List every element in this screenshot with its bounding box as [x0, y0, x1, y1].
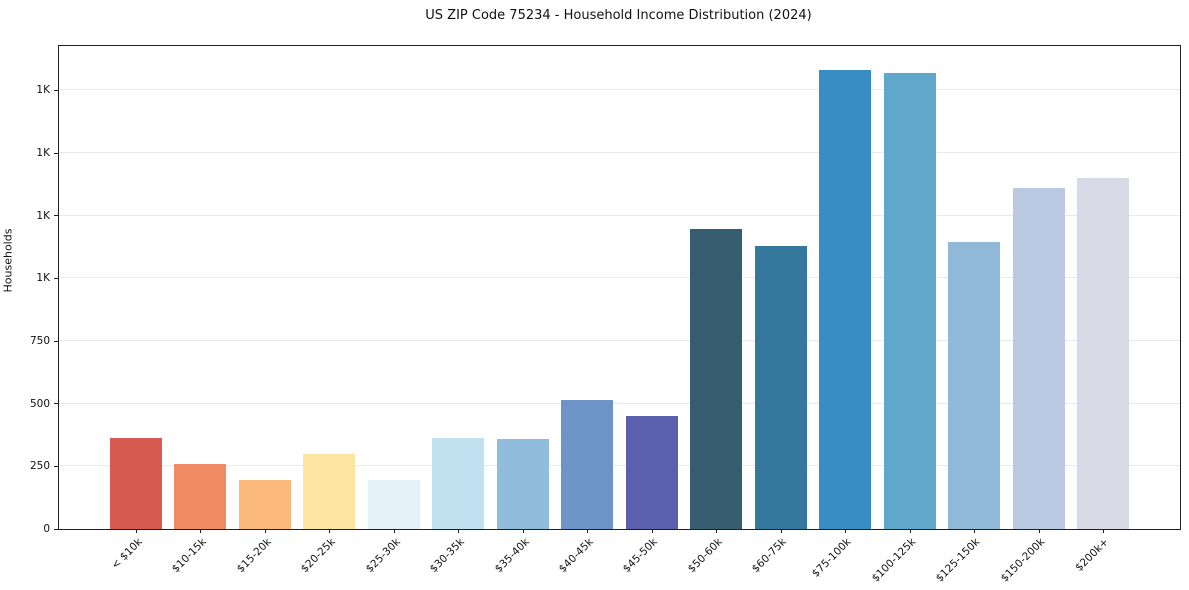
y-tick-mark — [54, 89, 58, 91]
y-axis-label: Households — [1, 228, 15, 293]
bar — [110, 437, 162, 529]
x-tick-mark — [651, 529, 653, 533]
x-tick-mark — [780, 529, 782, 533]
x-tick-label: $40-45k — [556, 536, 596, 576]
x-tick-label: $200k+ — [1073, 536, 1112, 574]
bar — [948, 242, 1001, 529]
gridline — [59, 152, 1180, 154]
x-tick-label: $10-15k — [169, 536, 209, 576]
bar — [690, 229, 743, 529]
bar — [883, 72, 936, 529]
y-tick-label: 0 — [43, 523, 50, 535]
bar — [1077, 178, 1130, 529]
gridline — [59, 465, 1180, 467]
gridline — [59, 340, 1180, 342]
x-tick-mark — [587, 529, 589, 533]
x-tick-label: < $10k — [108, 536, 145, 572]
x-tick-label: $25-30k — [363, 536, 403, 576]
x-tick-label: $75-100k — [809, 536, 854, 580]
gridline — [59, 89, 1180, 91]
bar — [174, 463, 227, 529]
y-tick-mark — [54, 528, 58, 530]
x-tick-mark — [716, 529, 718, 533]
y-tick-label: 1K — [36, 147, 50, 160]
bar — [496, 438, 549, 529]
y-tick-label: 1K — [36, 272, 50, 285]
x-tick-label: $125-150k — [934, 536, 983, 585]
x-tick-mark — [845, 529, 847, 533]
x-tick-label: $45-50k — [621, 536, 661, 576]
x-tick-mark — [1038, 529, 1040, 533]
bar — [754, 245, 807, 529]
gridline — [59, 402, 1180, 404]
x-tick-mark — [393, 529, 395, 533]
y-tick-label: 500 — [29, 397, 50, 410]
bar — [303, 453, 356, 529]
bar — [561, 399, 614, 529]
x-tick-label: $150-200k — [998, 536, 1048, 585]
gridline — [59, 277, 1180, 279]
bar — [238, 480, 291, 529]
gridline — [59, 214, 1180, 216]
y-tick-mark — [54, 277, 58, 279]
x-tick-mark — [1103, 529, 1105, 533]
y-tick-mark — [54, 465, 58, 467]
bar — [432, 437, 485, 529]
x-tick-mark — [458, 529, 460, 533]
x-tick-label: $35-40k — [492, 536, 532, 576]
y-tick-label: 1K — [36, 209, 50, 222]
x-tick-mark — [264, 529, 266, 533]
y-tick-mark — [54, 403, 58, 405]
y-tick-mark — [54, 152, 58, 154]
plot-area: 0 250 500 750 1K 1K 1K 1K < $10k $10-15k $15-20k $2… — [30, 45, 1181, 585]
chart-title: US ZIP Code 75234 - Household Income Dis… — [425, 8, 812, 23]
y-tick-mark — [54, 215, 58, 217]
x-tick-label: $30-35k — [427, 536, 467, 576]
x-tick-mark — [974, 529, 976, 533]
x-tick-label: $50-60k — [685, 536, 725, 576]
bar — [625, 416, 678, 529]
bar — [367, 480, 420, 529]
y-tick-mark — [54, 340, 58, 342]
bar — [819, 70, 872, 529]
x-tick-label: $20-25k — [298, 536, 338, 576]
x-tick-label: $60-75k — [750, 536, 790, 576]
x-tick-mark — [329, 529, 331, 533]
y-tick-label: 1K — [36, 84, 50, 97]
x-tick-mark — [909, 529, 911, 533]
y-tick-label: 750 — [29, 335, 50, 348]
x-tick-mark — [136, 529, 137, 533]
x-tick-label: $100-125k — [869, 536, 919, 585]
y-tick-label: 250 — [29, 460, 50, 473]
x-tick-mark — [200, 529, 202, 533]
bar — [1012, 188, 1065, 529]
x-tick-mark — [522, 529, 524, 533]
x-tick-label: $15-20k — [234, 536, 274, 576]
